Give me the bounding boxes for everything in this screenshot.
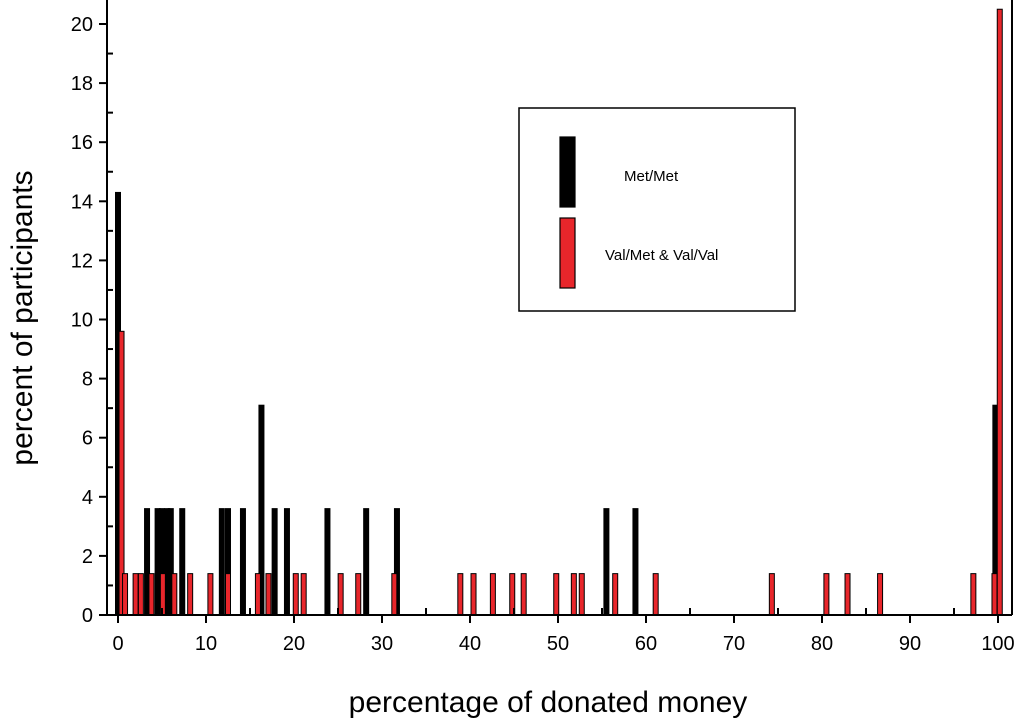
bar-val-8 <box>207 573 214 616</box>
x-tick-label: 10 <box>195 633 217 655</box>
bar-val-10 <box>254 573 261 616</box>
bar-val-9 <box>225 573 231 616</box>
y-tick-label: 12 <box>71 250 93 272</box>
bar-met-met-9 <box>239 508 246 616</box>
x-tick-label: 50 <box>547 633 569 655</box>
legend-label-val-met-val-val: Val/Met & Val/Val <box>605 247 718 264</box>
bars-layer <box>115 8 1003 616</box>
bar-val-22 <box>553 573 560 616</box>
bar-val-26 <box>652 573 659 616</box>
x-tick-label: 100 <box>981 633 1014 655</box>
bar-val-13 <box>300 573 307 616</box>
bar-val-16 <box>391 573 398 616</box>
y-tick-label: 4 <box>82 487 93 509</box>
x-tick-label: 40 <box>459 633 481 655</box>
x-tick-label: 60 <box>635 633 657 655</box>
y-tick-label: 8 <box>82 369 93 391</box>
x-tick-label: 70 <box>723 633 745 655</box>
y-tick-label: 20 <box>71 14 93 36</box>
bar-val-23 <box>570 573 577 616</box>
y-tick-label: 2 <box>82 546 93 568</box>
bar-met-met-6 <box>179 508 186 616</box>
legend-swatch-val-met-val-val <box>559 217 576 289</box>
bar-val-0 <box>118 330 125 616</box>
bar-val-2 <box>132 573 139 616</box>
x-tick-label: 90 <box>899 633 921 655</box>
legend-swatch-met-met <box>559 136 576 208</box>
bar-val-1 <box>122 573 129 616</box>
bar-val-30 <box>877 573 884 616</box>
bar-val-32 <box>991 573 998 616</box>
y-tick-label: 0 <box>82 605 93 627</box>
y-tick-label: 16 <box>71 132 93 154</box>
bar-val-33 <box>996 8 1003 616</box>
y-tick-label: 18 <box>71 73 93 95</box>
x-tick-label: 80 <box>811 633 833 655</box>
legend: Met/Met Val/Met & Val/Val <box>518 107 796 312</box>
x-tick-label: 30 <box>371 633 393 655</box>
axes-layer <box>106 0 1013 616</box>
bar-val-29 <box>844 573 851 616</box>
y-tick-label: 14 <box>71 191 93 213</box>
bar-val-31 <box>970 573 977 616</box>
x-ticks: 0 10 20 30 40 50 60 70 80 90 100 <box>112 608 1015 655</box>
bar-val-28 <box>823 573 830 616</box>
legend-label-met-met: Met/Met <box>624 168 679 185</box>
bar-val-21 <box>520 573 527 616</box>
y-tick-label: 6 <box>82 428 93 450</box>
bar-val-6 <box>171 573 178 616</box>
y-ticks: 0 2 4 6 8 10 12 14 16 18 20 <box>71 14 113 627</box>
x-tick-label: 0 <box>112 633 123 655</box>
y-tick-label: 10 <box>71 310 93 332</box>
bar-met-met-14 <box>363 508 370 616</box>
bar-val-19 <box>489 573 496 616</box>
bar-val-4 <box>148 573 155 616</box>
bar-met-met-16 <box>603 508 610 616</box>
bar-val-24 <box>578 573 585 616</box>
bar-val-12 <box>292 573 299 616</box>
bar-val-25 <box>612 573 619 616</box>
x-axis-title: percentage of donated money <box>349 686 748 719</box>
bar-val-11 <box>265 573 272 616</box>
bar-val-27 <box>768 573 775 616</box>
y-axis-title: percent of participants <box>6 170 39 465</box>
bar-met-met-13 <box>324 508 331 616</box>
bar-val-17 <box>457 573 464 616</box>
x-tick-label: 20 <box>283 633 305 655</box>
bar-met-met-17 <box>632 508 639 616</box>
bar-met-met-7 <box>218 508 225 616</box>
bar-val-7 <box>187 573 194 616</box>
bar-met-met-12 <box>283 508 290 616</box>
bar-val-15 <box>355 573 362 616</box>
bar-met-met-11 <box>271 508 278 616</box>
bar-val-18 <box>470 573 477 616</box>
bar-val-3 <box>137 573 144 616</box>
